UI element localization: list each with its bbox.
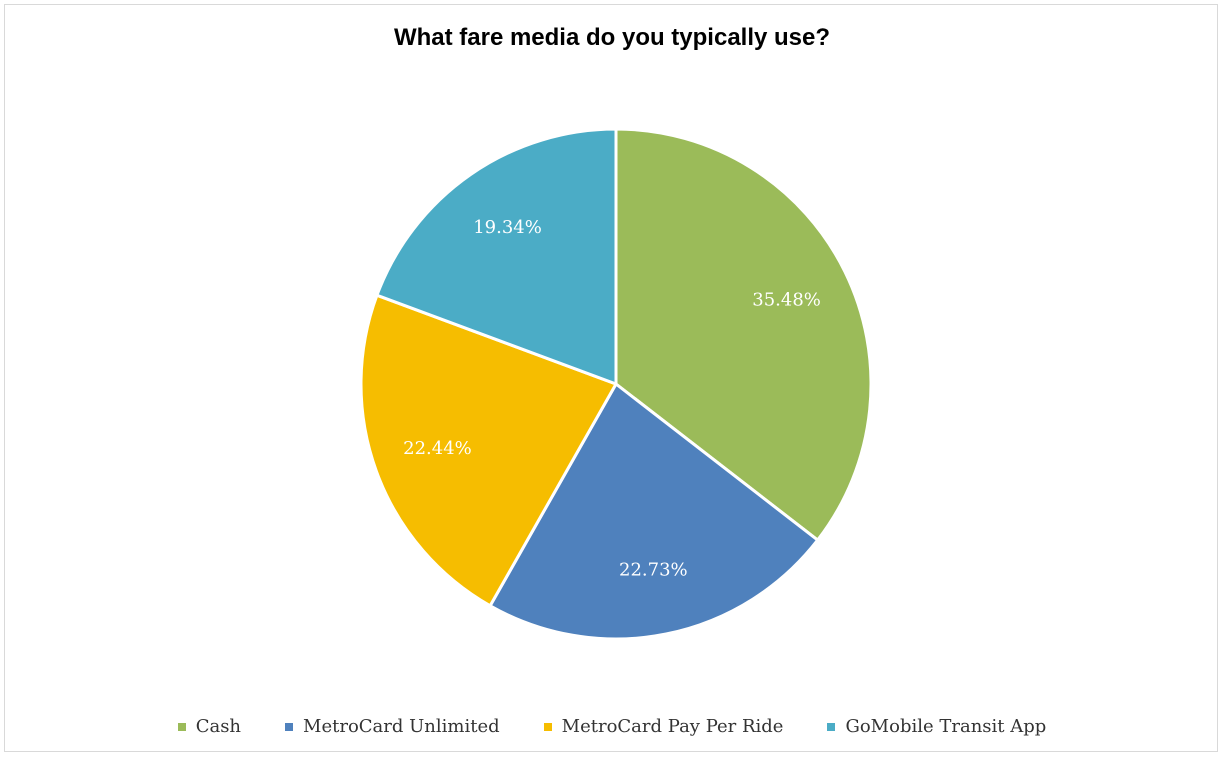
data-label-metrocard-unlimited: 22.73% xyxy=(619,559,688,580)
legend-item-gomobile-transit-app: GoMobile Transit App xyxy=(827,716,1046,737)
legend-label: GoMobile Transit App xyxy=(845,716,1047,737)
legend-swatch xyxy=(543,722,552,731)
legend-label: Cash xyxy=(195,716,242,737)
data-label-gomobile-transit-app: 19.34% xyxy=(473,217,542,238)
pie-slice-metrocard-unlimited xyxy=(488,382,820,641)
legend-item-metrocard-pay-per-ride: MetroCard Pay Per Ride xyxy=(543,716,784,737)
data-label-cash: 35.48% xyxy=(752,289,821,310)
legend-swatch xyxy=(177,722,186,731)
legend-swatch xyxy=(285,722,294,731)
legend-swatch xyxy=(827,722,836,731)
chart-legend: Cash MetroCard Unlimited MetroCard Pay Per… xyxy=(0,716,1224,737)
pie-slice-cash xyxy=(614,127,873,542)
pie-slice-labels: 35.48% 22.73% 22.44% 19.34% xyxy=(403,217,821,580)
pie-slice-metrocard-pay-per-ride xyxy=(359,293,618,608)
legend-item-cash: Cash xyxy=(177,716,242,737)
pie-slice-gomobile-transit-app xyxy=(375,127,618,386)
legend-item-metrocard-unlimited: MetroCard Unlimited xyxy=(285,716,500,737)
legend-label: MetroCard Pay Per Ride xyxy=(561,716,784,737)
chart-title: What fare media do you typically use? xyxy=(393,24,831,51)
pie-slices xyxy=(359,127,873,641)
data-label-metrocard-pay-per-ride: 22.44% xyxy=(403,438,472,459)
legend-label: MetroCard Unlimited xyxy=(303,716,500,737)
